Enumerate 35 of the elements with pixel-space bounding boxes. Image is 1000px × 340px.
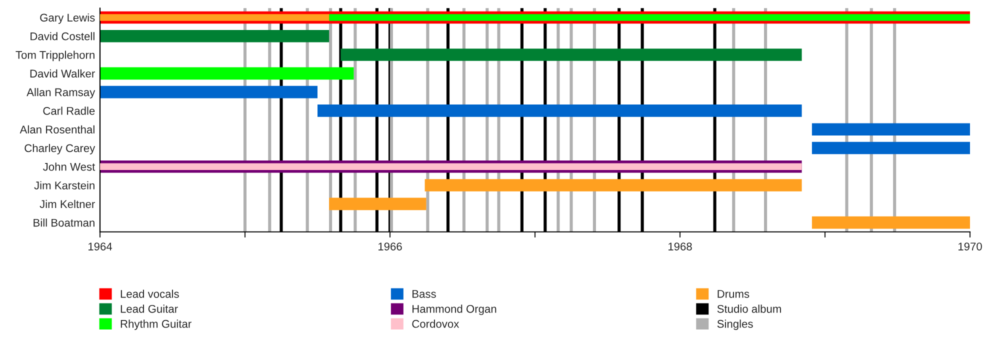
legend-label: Rhythm Guitar	[120, 320, 192, 330]
legend-label: Lead vocals	[120, 290, 179, 298]
x-tick-label: 1966	[378, 242, 402, 250]
x-tick-label: 1964	[88, 242, 112, 250]
legend-label: Hammond Organ	[412, 304, 496, 316]
y-tick-label: Bill Boatman	[34, 218, 94, 227]
y-tick-label: Gary Lewis	[40, 13, 95, 24]
bar	[340, 48, 802, 61]
legend-label: Bass	[412, 290, 436, 298]
y-tick-label: Tom Tripplehorn	[16, 50, 94, 62]
y-tick-label: Charley Carey	[24, 144, 96, 154]
y-tick-label: David Walker	[30, 69, 95, 78]
x-tick-label: 1970	[958, 242, 982, 250]
x-tick-label: 1968	[668, 242, 692, 250]
legend-label: Studio album	[717, 304, 781, 313]
bar	[812, 142, 970, 154]
legend-label: Cordovox	[412, 320, 460, 328]
legend-label: Lead Guitar	[120, 304, 178, 313]
y-tick-label: Jim Karstein	[34, 181, 94, 190]
legend-label: Singles	[717, 320, 753, 330]
y-tick-label: Jim Keltner	[40, 200, 95, 208]
bar	[812, 216, 970, 229]
bar	[424, 179, 802, 192]
y-tick-label: Carl Radle	[43, 106, 95, 115]
y-tick-label: David Costell	[30, 32, 94, 40]
y-tick-label: Allan Ramsay	[26, 88, 96, 98]
bar	[329, 198, 426, 210]
bar	[100, 163, 802, 170]
bar	[812, 123, 970, 136]
bar	[100, 30, 330, 42]
y-tick-label: John West	[43, 162, 96, 171]
y-tick-label: Alan Rosenthal	[20, 125, 94, 134]
bar	[100, 86, 318, 98]
bar	[318, 104, 802, 117]
legend-label: Drums	[718, 290, 750, 298]
